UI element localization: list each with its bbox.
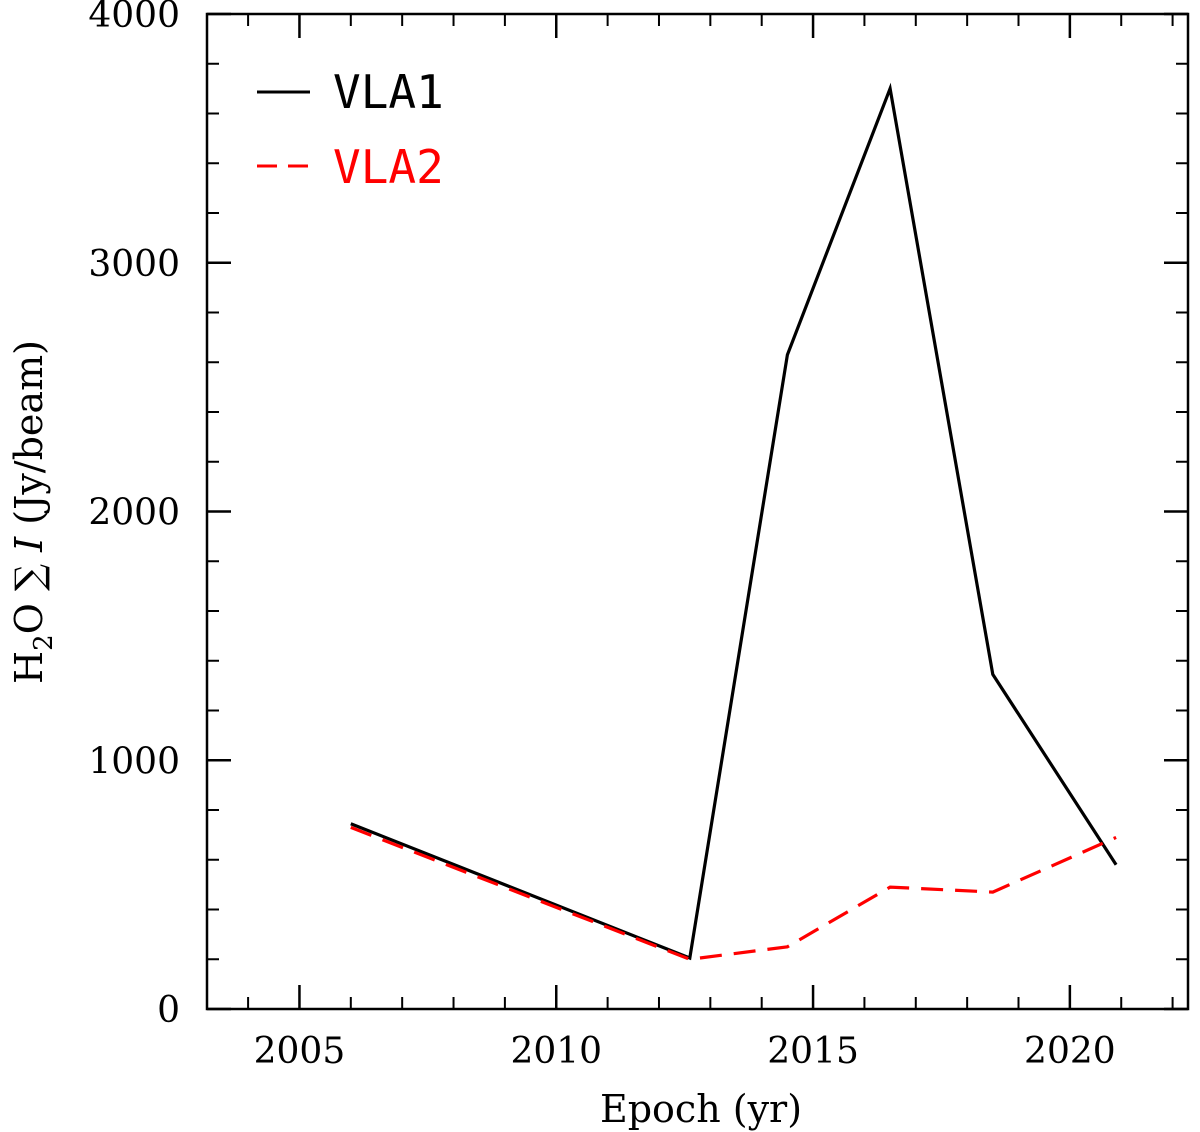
- series-layer: [350, 82, 1118, 961]
- y-tick-label: 4000: [88, 0, 180, 36]
- x-axis-title: Epoch (yr): [600, 1087, 802, 1131]
- series-line-vla1: [350, 82, 1118, 961]
- legend-label-vla1: VLA1: [333, 65, 444, 119]
- y-tick-label: 3000: [88, 244, 180, 285]
- y-tick-label: 1000: [88, 741, 180, 782]
- y-axis-title-suffix: (Jy/beam): [7, 340, 51, 537]
- y-tick-label: 2000: [88, 493, 180, 534]
- y-axis-title: H2O ∑ I (Jy/beam): [7, 340, 59, 684]
- series-line-vla2: [350, 825, 1117, 961]
- y-axis-title-subscript: 2: [29, 634, 59, 651]
- x-tick-label: 2020: [1024, 1031, 1116, 1072]
- x-tick-label: 2005: [254, 1031, 346, 1072]
- y-axis-title-italic: I: [7, 536, 51, 553]
- minor-ticks: [207, 14, 1188, 1009]
- x-tick-label: 2015: [767, 1031, 859, 1072]
- tick-labels: 2005 2010 2015 2020 0 1000 2000 3000 4000: [88, 0, 1115, 1072]
- plot-frame: [205, 12, 1190, 1011]
- legend-label-vla2: VLA2: [333, 140, 444, 194]
- legend: VLA1 VLA2: [257, 65, 444, 194]
- y-axis-title-prefix: H: [7, 651, 51, 684]
- y-tick-label: 0: [157, 990, 180, 1031]
- x-tick-label: 2010: [510, 1031, 602, 1072]
- y-axis-title-middle: O ∑: [7, 552, 51, 634]
